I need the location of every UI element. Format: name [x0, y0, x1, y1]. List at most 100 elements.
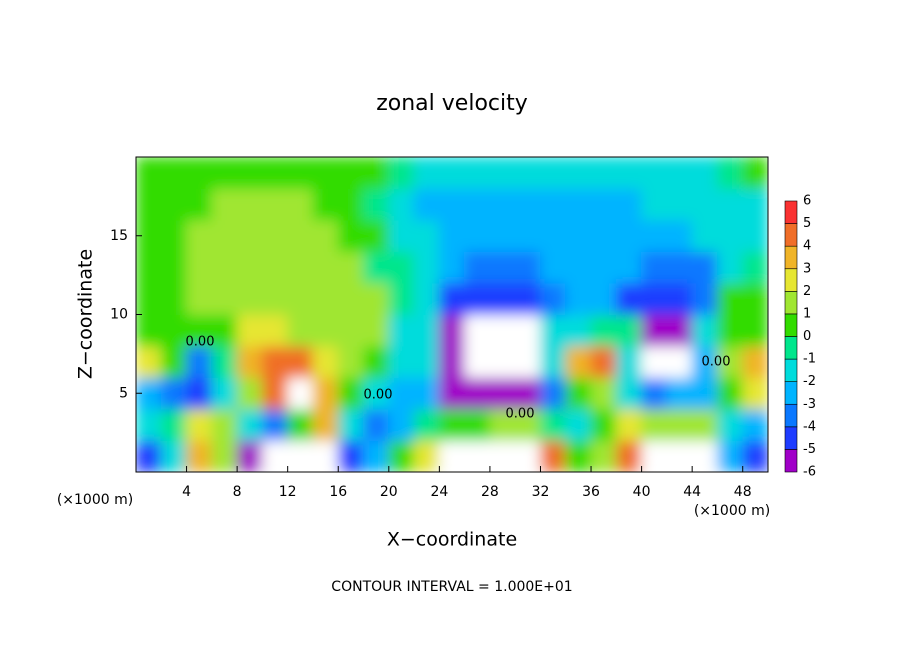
field-cell	[261, 440, 289, 472]
field-cell	[287, 157, 314, 189]
field-cell	[666, 157, 693, 189]
field-cell	[186, 314, 213, 347]
field-cell	[261, 157, 289, 189]
field-cell	[160, 345, 188, 378]
field-cell	[514, 314, 541, 347]
field-cell	[388, 188, 415, 221]
field-cell	[363, 251, 390, 284]
field-cell	[539, 440, 567, 472]
field-cell	[287, 377, 314, 410]
x-tick-label: 24	[430, 484, 448, 500]
field-cell	[337, 345, 365, 378]
field-cell	[464, 377, 491, 410]
field-cell	[691, 408, 718, 441]
field-cell	[312, 157, 339, 189]
field-cell	[742, 408, 768, 441]
field-cell	[312, 314, 339, 347]
field-cell	[236, 188, 263, 221]
field-cell	[539, 251, 567, 284]
field-cell	[186, 408, 213, 441]
field-cell	[615, 282, 643, 315]
field-cell	[337, 282, 365, 315]
contour-label: 0.00	[506, 407, 535, 422]
field-cell	[641, 377, 668, 410]
field-cell	[666, 251, 693, 284]
x-tick-label: 8	[233, 484, 242, 500]
colorbar-box	[784, 245, 798, 270]
field-cell	[337, 219, 365, 252]
field-cell	[742, 157, 768, 189]
overlay: 4 8 12 16 20 24 28 32 36 40 44 48510150.000.000.000…	[110, 156, 816, 500]
x-unit-label: (×1000 m)	[694, 503, 770, 519]
field-cell	[211, 314, 238, 347]
field-cell	[413, 314, 440, 347]
field-cell	[413, 219, 440, 252]
field-cell	[388, 440, 415, 472]
field-cell	[236, 314, 263, 347]
field-cell	[641, 251, 668, 284]
field-cell	[464, 345, 491, 378]
colorbar-box	[784, 381, 798, 405]
field-cell	[716, 377, 744, 410]
field-cell	[337, 408, 365, 441]
field-cell	[514, 345, 541, 378]
colorbar-box	[784, 449, 798, 473]
field-cell	[666, 408, 693, 441]
colorbar-label: -6	[803, 465, 816, 480]
field-cell	[742, 251, 768, 284]
field-cell	[363, 219, 390, 252]
field-cell	[716, 282, 744, 315]
field-cell	[211, 157, 238, 189]
field-cell	[489, 251, 516, 284]
field-cell	[691, 251, 718, 284]
field-cell	[136, 251, 162, 284]
field-cell	[236, 157, 263, 189]
field-cell	[514, 408, 541, 441]
field-cell	[413, 345, 440, 378]
field-cell	[691, 440, 718, 472]
field-cell	[337, 440, 365, 472]
field-cell	[514, 377, 541, 410]
field-cell	[337, 314, 365, 347]
field-cell	[363, 282, 390, 315]
field-cell	[539, 377, 567, 410]
field-cell	[160, 157, 188, 189]
x-tick-label: 40	[633, 484, 651, 500]
field-cell	[464, 219, 491, 252]
field-cell	[438, 282, 466, 315]
field-cell	[539, 314, 567, 347]
field-cell	[666, 314, 693, 347]
field-cell	[716, 157, 744, 189]
field-cell	[211, 219, 238, 252]
field-cell	[186, 251, 213, 284]
colorbar-box	[784, 403, 798, 428]
colorbar-label: -4	[803, 419, 816, 434]
field-cell	[539, 219, 567, 252]
y-tick-label: 5	[119, 385, 128, 401]
field-cell	[186, 188, 213, 221]
colorbar-box	[784, 336, 798, 360]
colorbar-label: -1	[803, 352, 816, 367]
field-cell	[136, 440, 162, 472]
field-cell	[539, 157, 567, 189]
field-cell	[160, 219, 188, 252]
field-cell	[211, 408, 238, 441]
field-cell	[337, 251, 365, 284]
field-cell	[464, 157, 491, 189]
field-cell	[388, 408, 415, 441]
colorbar-box	[784, 358, 798, 382]
field-cell	[186, 377, 213, 410]
colorbar-box	[784, 291, 798, 315]
field-cell	[691, 282, 718, 315]
field-cell	[438, 188, 466, 221]
field-cell	[691, 345, 718, 378]
field-cell	[312, 377, 339, 410]
field-cell	[160, 314, 188, 347]
field-cell	[615, 251, 643, 284]
field-cell	[287, 219, 314, 252]
field-cell	[136, 188, 162, 221]
field-cell	[565, 377, 592, 410]
field-cell	[565, 440, 592, 472]
field-cell	[160, 377, 188, 410]
field-cell	[160, 188, 188, 221]
